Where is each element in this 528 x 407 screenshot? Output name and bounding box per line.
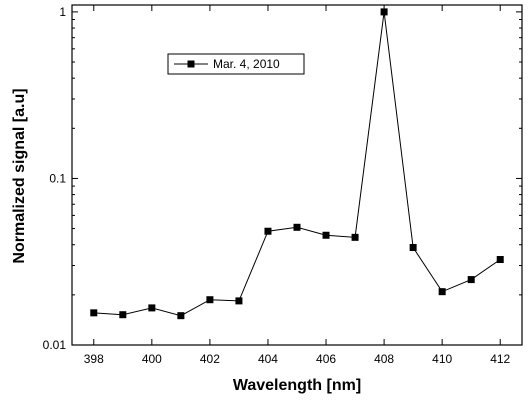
- marker: [467, 276, 475, 284]
- y-tick-label: 1: [59, 5, 66, 19]
- marker: [351, 233, 359, 241]
- marker: [90, 309, 98, 317]
- marker: [206, 296, 214, 304]
- marker: [438, 288, 446, 296]
- marker: [496, 256, 504, 264]
- marker: [322, 231, 330, 239]
- x-tick-label: 404: [258, 352, 278, 366]
- y-tick-label: 0.01: [43, 338, 67, 352]
- marker: [409, 243, 417, 251]
- marker: [380, 8, 388, 16]
- plot-frame: [71, 4, 523, 346]
- x-tick-label: 402: [200, 352, 220, 366]
- marker: [119, 311, 127, 319]
- y-axis-title: Normalized signal [a.u]: [11, 88, 28, 263]
- marker: [235, 297, 243, 305]
- x-axis-title: Wavelength [nm]: [233, 377, 361, 394]
- x-tick-label: 410: [432, 352, 452, 366]
- marker: [177, 312, 185, 320]
- y-tick-label: 0.1: [49, 171, 66, 185]
- marker: [148, 304, 156, 312]
- legend-label: Mar. 4, 2010: [213, 57, 280, 71]
- x-tick-label: 398: [84, 352, 104, 366]
- marker: [264, 227, 272, 235]
- x-tick-label: 406: [316, 352, 336, 366]
- legend-box: [167, 53, 305, 75]
- x-tick-label: 412: [490, 352, 510, 366]
- marker: [293, 223, 301, 231]
- x-tick-label: 400: [142, 352, 162, 366]
- x-tick-label: 408: [374, 352, 394, 366]
- legend-marker: [187, 60, 195, 68]
